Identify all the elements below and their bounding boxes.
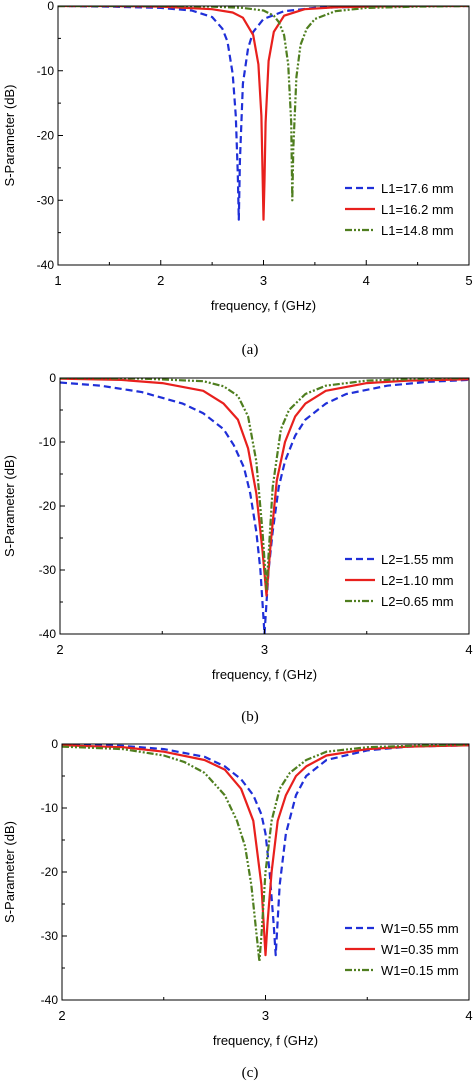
y-tick-label: -10 — [37, 64, 55, 78]
x-tick-label: 2 — [58, 1008, 65, 1023]
x-tick-label: 5 — [465, 273, 472, 288]
y-axis-label: S-Parameter (dB) — [2, 85, 17, 187]
chart-2: 2 3 4 0 -10 -20 -30 -40 frequency, f (GHz) S-Para… — [2, 371, 473, 725]
y-axis-label: S-Parameter (dB) — [2, 455, 17, 557]
y-tick-label: -40 — [41, 993, 59, 1007]
legend-label: L2=0.65 mm — [381, 594, 454, 609]
legend-label: L1=17.6 mm — [381, 181, 454, 196]
series-line-3 — [58, 6, 469, 202]
y-axis-label: S-Parameter (dB) — [2, 821, 17, 923]
chart-1: 1 2 3 4 5 0 -10 -20 -30 -40 frequency, f (GHz) S-Pa… — [2, 0, 473, 358]
x-tick-label: 3 — [260, 273, 267, 288]
y-tick-label: -40 — [37, 258, 55, 272]
chart-3: 2 3 4 0 -10 -20 -30 -40 frequency, f (GHz) S-Para… — [2, 737, 473, 1081]
x-axis-label: frequency, f (GHz) — [212, 667, 317, 682]
y-tick-label: -20 — [39, 499, 57, 513]
legend-label: L2=1.55 mm — [381, 552, 454, 567]
series-line-3 — [60, 378, 469, 591]
x-tick-label: 3 — [261, 642, 268, 657]
figure-caption: (c) — [242, 1065, 259, 1081]
series-line-1 — [62, 744, 469, 957]
legend: L2=1.55 mm L2=1.10 mm L2=0.65 mm — [345, 552, 454, 609]
x-tick-label: 2 — [157, 273, 164, 288]
x-tick-label: 4 — [465, 642, 472, 657]
y-tick-label: -30 — [39, 563, 57, 577]
figure-caption: (a) — [242, 342, 259, 358]
legend-label: L2=1.10 mm — [381, 573, 454, 588]
series-line-2 — [60, 378, 469, 597]
y-tick-label: -10 — [41, 801, 59, 815]
legend: W1=0.55 mm W1=0.35 mm W1=0.15 mm — [345, 921, 459, 978]
y-tick-label: 0 — [49, 371, 56, 385]
series-line-2 — [62, 744, 469, 957]
legend-label: W1=0.15 mm — [381, 963, 459, 978]
series-line-1 — [60, 378, 469, 634]
legend-label: L1=14.8 mm — [381, 223, 454, 238]
y-tick-label: -20 — [41, 865, 59, 879]
y-tick-label: 0 — [47, 0, 54, 13]
y-tick-label: -20 — [37, 129, 55, 143]
x-tick-label: 4 — [363, 273, 370, 288]
y-tick-label: -30 — [41, 929, 59, 943]
series-line-2 — [58, 6, 469, 221]
x-axis-label: frequency, f (GHz) — [213, 1033, 318, 1048]
y-tick-label: -40 — [39, 627, 57, 641]
x-tick-label: 3 — [262, 1008, 269, 1023]
x-tick-label: 2 — [56, 642, 63, 657]
figure-caption: (b) — [241, 709, 259, 725]
x-tick-label: 1 — [54, 273, 61, 288]
legend-label: W1=0.35 mm — [381, 942, 459, 957]
x-tick-label: 4 — [465, 1008, 472, 1023]
legend-label: W1=0.55 mm — [381, 921, 459, 936]
legend: L1=17.6 mm L1=16.2 mm L1=14.8 mm — [345, 181, 454, 238]
legend-label: L1=16.2 mm — [381, 202, 454, 217]
y-tick-label: 0 — [51, 737, 58, 751]
y-tick-label: -10 — [39, 435, 57, 449]
y-tick-label: -30 — [37, 193, 55, 207]
x-axis-label: frequency, f (GHz) — [211, 298, 316, 313]
